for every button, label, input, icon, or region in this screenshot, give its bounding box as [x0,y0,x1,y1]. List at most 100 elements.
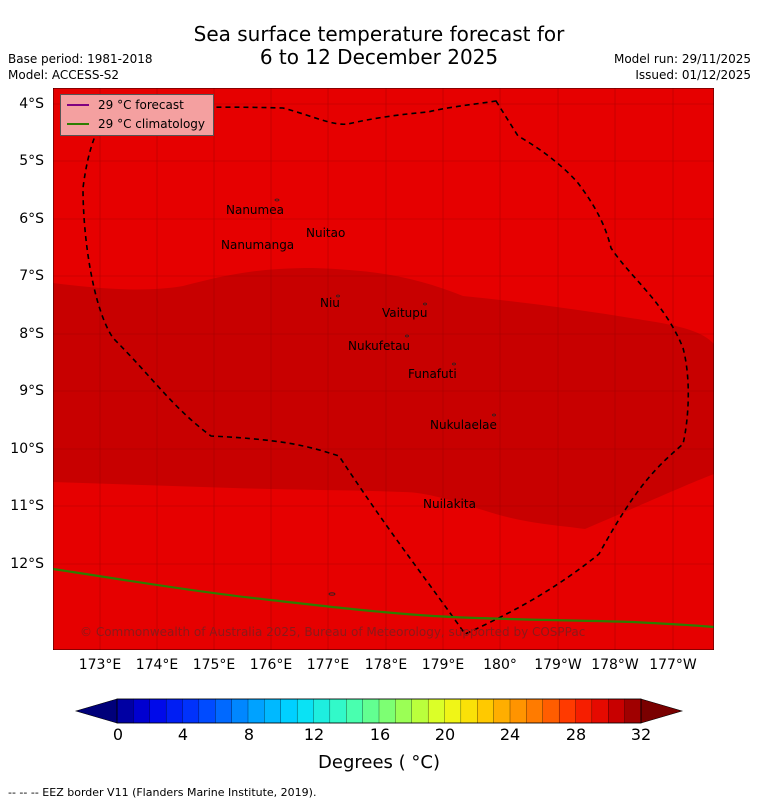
model-name: Model: ACCESS-S2 [8,68,120,82]
colorbar-cell [591,698,609,724]
lon-label: 180° [483,657,517,673]
lon-label: 174°E [135,657,179,673]
colorbar-cell [362,698,380,724]
colorbar-cell [378,698,396,724]
colorbar-cell [493,698,511,724]
lat-label: 5°S [19,153,44,169]
colorbar-cell [411,698,429,724]
lat-label: 12°S [10,556,44,572]
base-period: Base period: 1981-2018 [8,52,153,66]
colorbar-cell [329,698,347,724]
colorbar-cells [116,698,642,724]
colorbar-cell [395,698,413,724]
title-line-1: Sea surface temperature forecast for [193,22,565,46]
colorbar-cell [296,698,314,724]
issued-date: Issued: 01/12/2025 [635,68,751,82]
lat-label: 8°S [19,326,44,342]
colorbar-cell [509,698,527,724]
climatology-29c-line [53,567,714,629]
island-marker [328,592,336,596]
title-line-2: 6 to 12 December 2025 [259,45,499,69]
colorbar-cell [280,698,298,724]
lat-label: 10°S [10,441,44,457]
place-label-funafuti: Funafuti [408,367,457,381]
lon-label: 178°W [591,657,639,673]
legend-forecast: 29 °C forecast [67,97,184,113]
place-label-nukulaelae: Nukulaelae [430,418,497,432]
lon-label: 176°E [249,657,293,673]
island-marker [452,362,456,366]
lat-label: 11°S [10,498,44,514]
map-grid [53,88,714,650]
place-label-nuilakita: Nuilakita [423,497,476,511]
place-label-nukufetau: Nukufetau [348,339,411,353]
colorbar-tick: 0 [112,725,124,744]
copyright-notice: © Commonwealth of Australia 2025, Bureau… [80,625,586,639]
colorbar-cell [215,698,233,724]
colorbar-tick: 4 [177,725,189,744]
colorbar-cell [526,698,544,724]
colorbar-low-extend [74,698,118,724]
colorbar-high-extend [640,698,684,724]
eez-footer-note: -- -- -- EEZ border V11 (Flanders Marine… [8,786,317,799]
lat-label: 9°S [19,383,44,399]
legend-climatology: 29 °C climatology [67,116,205,132]
colorbar-tick: 12 [303,725,325,744]
colorbar-cell [427,698,445,724]
lat-label: 6°S [19,211,44,227]
lon-label: 179°W [534,657,582,673]
legend-forecast-label: 29 °C forecast [98,98,184,112]
colorbar-cell [460,698,478,724]
model-run: Model run: 29/11/2025 [613,52,751,66]
place-label-nanumea: Nanumea [226,203,284,217]
island-marker [336,294,340,298]
colorbar-cell [149,698,167,724]
sst-map [53,88,714,650]
lat-label: 7°S [19,268,44,284]
colorbar-cell [198,698,216,724]
colorbar-cell [346,698,364,724]
lon-label: 175°E [192,657,236,673]
colorbar-cell [116,698,134,724]
colorbar-cell [165,698,183,724]
colorbar [74,698,684,724]
lon-label: 173°E [78,657,122,673]
lon-label: 179°E [421,657,465,673]
colorbar-cell [542,698,560,724]
colorbar-cell [247,698,265,724]
colorbar-cell [558,698,576,724]
colorbar-tick: 16 [369,725,391,744]
lon-label: 177°W [649,657,697,673]
climatology-line-swatch [67,123,89,125]
island-marker [423,302,427,306]
eez-border [82,100,690,636]
colorbar-label: Degrees ( °C) [318,752,440,773]
colorbar-cell [264,698,282,724]
colorbar-cell [608,698,626,724]
lon-label: 178°E [364,657,408,673]
island-marker [492,413,496,417]
colorbar-tick: 32 [630,725,652,744]
lon-label: 177°E [306,657,350,673]
colorbar-tick: 28 [565,725,587,744]
colorbar-cell [575,698,593,724]
colorbar-cell [624,698,642,724]
place-label-niu: Niu [320,296,340,310]
colorbar-tick: 24 [499,725,521,744]
colorbar-cell [182,698,200,724]
sst-region-30-31 [53,268,714,529]
colorbar-cell [231,698,249,724]
colorbar-tick: 8 [243,725,255,744]
island-marker [405,334,409,338]
lat-label: 4°S [19,96,44,112]
colorbar-cell [133,698,151,724]
map-legend: 29 °C forecast 29 °C climatology [60,94,214,136]
place-label-nanumanga: Nanumanga [221,238,295,252]
place-label-vaitupu: Vaitupu [382,306,428,320]
colorbar-cell [313,698,331,724]
place-label-nuitao: Nuitao [306,226,346,240]
legend-climatology-label: 29 °C climatology [98,117,206,131]
colorbar-cell [444,698,462,724]
island-marker [274,198,280,202]
forecast-line-swatch [67,104,89,106]
